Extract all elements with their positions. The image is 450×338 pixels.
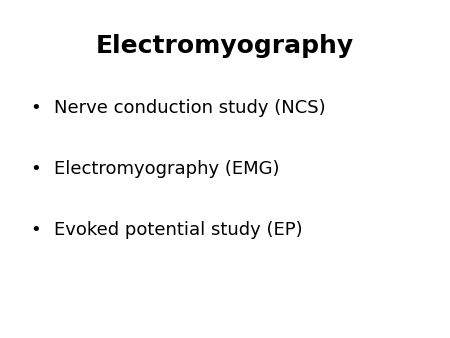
Text: •: • bbox=[31, 160, 41, 178]
Text: Evoked potential study (EP): Evoked potential study (EP) bbox=[54, 221, 302, 239]
Text: •: • bbox=[31, 221, 41, 239]
Text: Nerve conduction study (NCS): Nerve conduction study (NCS) bbox=[54, 99, 326, 117]
Text: Electromyography: Electromyography bbox=[96, 34, 354, 58]
Text: Electromyography (EMG): Electromyography (EMG) bbox=[54, 160, 279, 178]
Text: •: • bbox=[31, 99, 41, 117]
